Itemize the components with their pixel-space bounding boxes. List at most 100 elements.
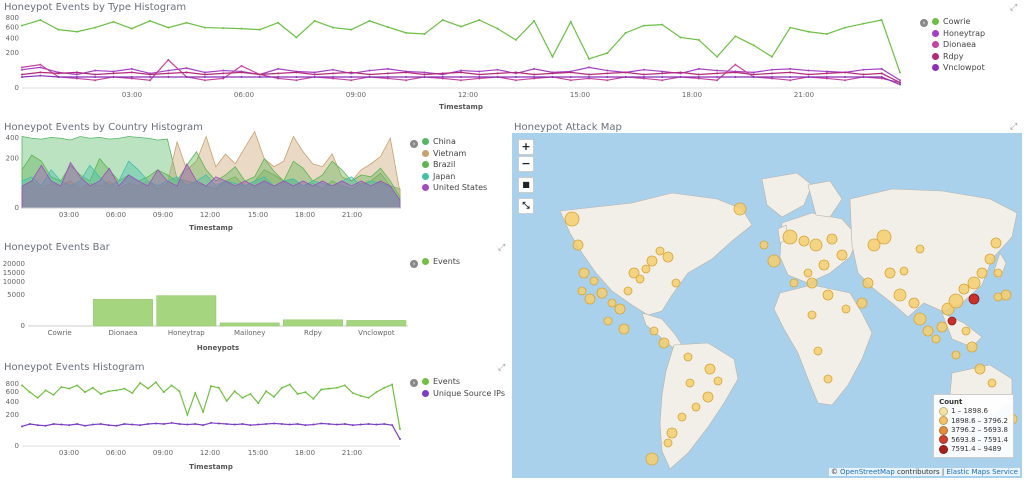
map-legend-dot-icon <box>939 406 949 416</box>
data-point <box>84 424 86 427</box>
data-point <box>94 73 97 76</box>
legend-dot-icon <box>422 149 429 157</box>
data-point <box>770 55 773 58</box>
legend-label: Vietnam <box>433 148 467 158</box>
data-point <box>697 67 700 70</box>
data-point <box>147 423 149 425</box>
data-point <box>39 66 42 69</box>
data-point <box>588 66 591 69</box>
data-point <box>57 75 60 78</box>
data-point <box>807 69 810 72</box>
expand-icon[interactable]: ⤢ <box>1010 3 1018 13</box>
series-area <box>21 161 401 209</box>
x-tick-label: 21:00 <box>794 91 814 99</box>
expand-icon[interactable]: ⤢ <box>1010 122 1018 132</box>
x-tick-label: 18:00 <box>295 211 315 219</box>
data-point <box>123 423 126 425</box>
fit-bounds-icon[interactable]: ⤡ <box>518 198 534 214</box>
data-point <box>862 75 865 78</box>
attack-map[interactable]: + − ■ ⤡ Count 1 – 1898.6 1898.6 – 3796.2 3… <box>512 133 1022 478</box>
legend-item[interactable]: United States <box>422 182 487 194</box>
draw-rectangle-icon[interactable]: ■ <box>518 177 534 193</box>
data-point <box>899 71 901 74</box>
legend-label: Rdpy <box>943 51 964 61</box>
ems-link[interactable]: Elastic Maps Service <box>946 468 1018 476</box>
data-point <box>222 69 225 72</box>
data-point <box>21 68 23 71</box>
attack-marker <box>893 288 907 302</box>
legend-dot-icon <box>422 161 429 169</box>
legend-item[interactable]: Rdpy <box>932 51 985 63</box>
x-tick-label: 03:00 <box>122 91 142 99</box>
data-point <box>350 75 353 78</box>
legend-item[interactable]: Japan <box>422 171 487 183</box>
attack-marker <box>958 283 970 295</box>
legend-item[interactable]: Events <box>422 376 505 388</box>
data-point <box>844 71 847 74</box>
legend-item[interactable]: Dionaea <box>932 39 985 51</box>
legend-item[interactable]: Brazil <box>422 159 487 171</box>
expand-icon[interactable]: ⤢ <box>498 243 506 253</box>
data-point <box>186 423 189 426</box>
map-legend-label: 3796.2 – 5693.8 <box>951 426 1008 435</box>
data-point <box>441 72 444 75</box>
data-point <box>405 75 408 78</box>
expand-icon[interactable]: ⤢ <box>498 363 506 373</box>
zoom-out-button[interactable]: − <box>518 156 534 172</box>
x-tick-label: 09:00 <box>153 211 173 219</box>
data-point <box>752 71 755 74</box>
data-point <box>39 63 42 66</box>
legend-toggle-icon[interactable]: › <box>920 19 928 27</box>
data-point <box>716 75 719 78</box>
data-point <box>661 72 664 75</box>
legend-item[interactable]: China <box>422 136 487 148</box>
attack-marker <box>813 346 823 356</box>
legend-dot-icon <box>932 18 939 26</box>
data-point <box>367 396 370 399</box>
attack-marker <box>683 352 693 362</box>
data-point <box>350 79 353 82</box>
series-area <box>21 160 401 209</box>
data-point <box>825 72 828 75</box>
zoom-in-button[interactable]: + <box>518 139 534 155</box>
legend-item[interactable]: Events <box>422 256 460 268</box>
attack-marker <box>809 238 823 252</box>
legend-item[interactable]: Honeytrap <box>932 28 985 40</box>
attack-marker <box>767 254 781 268</box>
osm-link[interactable]: OpenStreetMap <box>840 468 895 476</box>
data-point <box>441 75 444 78</box>
data-point <box>147 387 149 390</box>
data-point <box>167 26 170 29</box>
attack-marker <box>913 312 927 326</box>
legend-item[interactable]: Vietnam <box>422 148 487 160</box>
legend-item[interactable]: Vnclowpot <box>932 62 985 74</box>
data-point <box>60 423 63 426</box>
x-tick-label: 15:00 <box>248 211 268 219</box>
attack-marker <box>671 278 681 288</box>
map-title: Honeypot Attack Map <box>514 122 622 133</box>
data-point <box>343 384 346 387</box>
data-point <box>478 75 481 78</box>
data-point <box>386 75 389 78</box>
data-point <box>240 64 243 67</box>
legend-item[interactable]: Cowrie <box>932 16 985 28</box>
data-point <box>697 77 700 80</box>
legend-toggle-icon[interactable]: › <box>410 140 418 148</box>
attack-marker <box>798 235 810 247</box>
data-point <box>222 77 225 80</box>
legend-label: Brazil <box>433 160 456 170</box>
data-point <box>351 424 354 427</box>
data-point <box>899 79 901 82</box>
data-point <box>273 395 275 398</box>
legend-dot-icon <box>422 184 429 192</box>
x-tick-label: 21:00 <box>342 211 362 219</box>
attack-marker <box>649 326 659 336</box>
legend-item[interactable]: Unique Source IPs <box>422 388 505 400</box>
attack-marker <box>677 412 687 422</box>
legend-toggle-icon[interactable]: › <box>410 379 418 387</box>
legend-toggle-icon[interactable]: › <box>410 260 418 268</box>
data-point <box>277 77 280 80</box>
events-by-type-chart: 800 600 400 200 0 03:00 06:00 09:00 12:00 15:00 18… <box>6 14 901 111</box>
data-point <box>336 386 338 389</box>
data-point <box>679 75 682 78</box>
